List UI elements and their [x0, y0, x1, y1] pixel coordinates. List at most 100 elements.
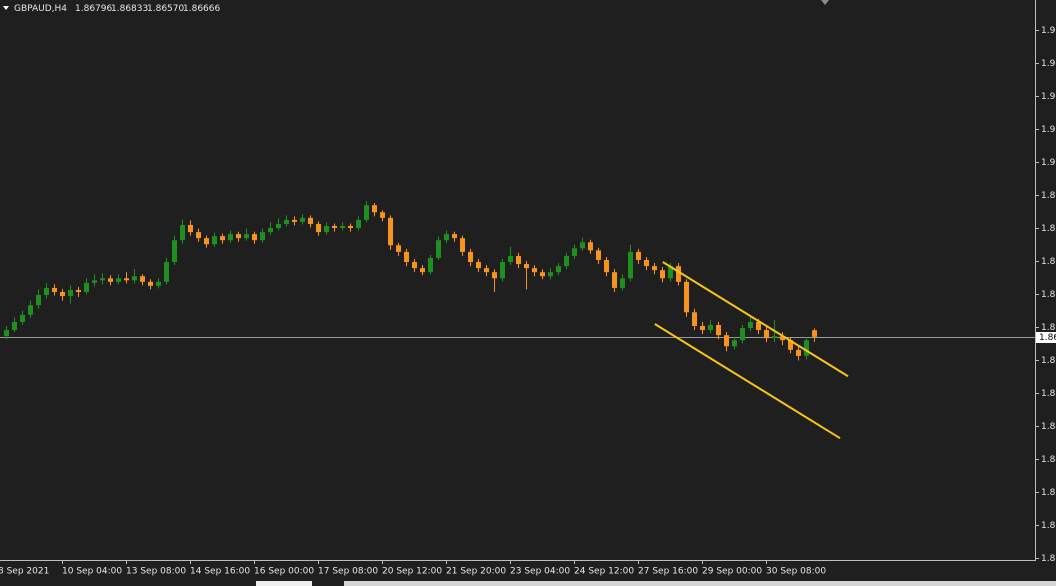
trendline — [662, 261, 849, 378]
y-tick-label: 1.84 — [1041, 455, 1056, 465]
candle-body — [732, 340, 737, 347]
candle-body — [636, 251, 641, 260]
candle-body — [332, 225, 337, 229]
candle-body — [612, 272, 617, 288]
candle-body — [372, 205, 377, 213]
candle-body — [196, 232, 201, 239]
candle-body — [276, 223, 281, 229]
x-tick-label: 17 Sep 08:00 — [318, 567, 378, 577]
y-tick-label: 1.87 — [1041, 290, 1056, 300]
candle-body — [484, 268, 489, 273]
candle-body — [156, 281, 161, 286]
candle-body — [420, 268, 425, 273]
candle-body — [300, 217, 305, 222]
candle-body — [100, 278, 105, 281]
candle-body — [132, 276, 137, 281]
y-tick-label: 1.82 — [1041, 521, 1056, 531]
y-tick-label: 1.92 — [1041, 26, 1056, 36]
candle-body — [596, 250, 601, 260]
candle-body — [580, 242, 585, 249]
y-tick-label: 1.85 — [1041, 389, 1056, 399]
candle-body — [268, 228, 273, 233]
current-price-label: 1.86 — [1039, 333, 1056, 343]
x-tick-label: 21 Sep 20:00 — [446, 567, 506, 577]
candle-body — [44, 287, 49, 296]
tab[interactable] — [256, 581, 312, 586]
candle-body — [404, 251, 409, 263]
candle-body — [308, 217, 313, 224]
symbol-label: GBPAUD,H4 — [14, 4, 67, 14]
scrollbar[interactable] — [344, 581, 1056, 586]
candle-body — [412, 262, 417, 269]
candle-body — [788, 340, 793, 350]
candle-body — [764, 330, 769, 339]
candle-body — [460, 238, 465, 252]
candle-body — [364, 205, 369, 220]
x-tick-label: 29 Sep 00:00 — [702, 567, 762, 577]
candle-body — [548, 272, 553, 277]
candle-body — [292, 219, 297, 222]
x-tick-label: 24 Sep 12:00 — [574, 567, 634, 577]
candle-body — [644, 259, 649, 267]
x-tick-label: 30 Sep 08:00 — [766, 567, 826, 577]
y-tick-label: 1.83 — [1041, 488, 1056, 498]
candle-body — [660, 270, 665, 279]
y-tick-label: 1.89 — [1041, 191, 1056, 201]
candle-body — [116, 278, 121, 282]
candle-body — [84, 282, 89, 292]
candle-body — [516, 255, 521, 265]
candle-body — [172, 240, 177, 263]
x-tick-label: 8 Sep 2021 — [0, 567, 49, 577]
candle-body — [348, 225, 353, 229]
candle-body — [204, 238, 209, 245]
open-label: 1.86796 — [75, 4, 112, 14]
candle-body — [324, 225, 329, 233]
candle-body — [76, 289, 81, 292]
candle-body — [228, 234, 233, 241]
candle-body — [4, 330, 9, 337]
candle-body — [188, 224, 193, 233]
x-tick-label: 13 Sep 08:00 — [126, 567, 186, 577]
x-tick-label: 27 Sep 16:00 — [638, 567, 698, 577]
candle-body — [236, 234, 241, 239]
candle-body — [540, 272, 545, 277]
candle-body — [796, 349, 801, 356]
x-tick-label: 10 Sep 04:00 — [62, 567, 122, 577]
x-tick-label: 16 Sep 00:00 — [254, 567, 314, 577]
x-tick-label: 20 Sep 12:00 — [382, 567, 442, 577]
shift-marker[interactable] — [821, 0, 829, 5]
candle-body — [772, 336, 777, 339]
candle-body — [140, 276, 145, 282]
candle-body — [724, 335, 729, 347]
candle-body — [508, 255, 513, 263]
candle-body — [20, 314, 25, 322]
candle-body — [68, 289, 73, 297]
candle-body — [444, 234, 449, 241]
candle-body — [468, 251, 473, 263]
y-tick-label: 1.90 — [1041, 125, 1056, 135]
current-price-box — [1036, 332, 1056, 343]
candle-body — [356, 219, 361, 229]
candle-body — [652, 266, 657, 271]
candle-body — [700, 325, 705, 331]
candle-body — [52, 287, 57, 292]
candle-body — [284, 219, 289, 224]
candle-body — [244, 234, 249, 239]
candle-body — [12, 321, 17, 331]
candle-body — [428, 257, 433, 273]
candle-body — [708, 324, 713, 331]
candle-body — [740, 328, 745, 341]
symbol-menu-arrow[interactable] — [3, 6, 9, 10]
candle-body — [556, 266, 561, 273]
x-tick-label: 23 Sep 04:00 — [510, 567, 570, 577]
candle-body — [620, 278, 625, 288]
low-label: 1.86570 — [147, 4, 184, 14]
candle-body — [108, 278, 113, 282]
candle-body — [668, 266, 673, 279]
candle-body — [676, 266, 681, 282]
candle-body — [252, 234, 257, 241]
y-tick-label: 1.86 — [1041, 356, 1056, 366]
candle-body — [148, 281, 153, 286]
